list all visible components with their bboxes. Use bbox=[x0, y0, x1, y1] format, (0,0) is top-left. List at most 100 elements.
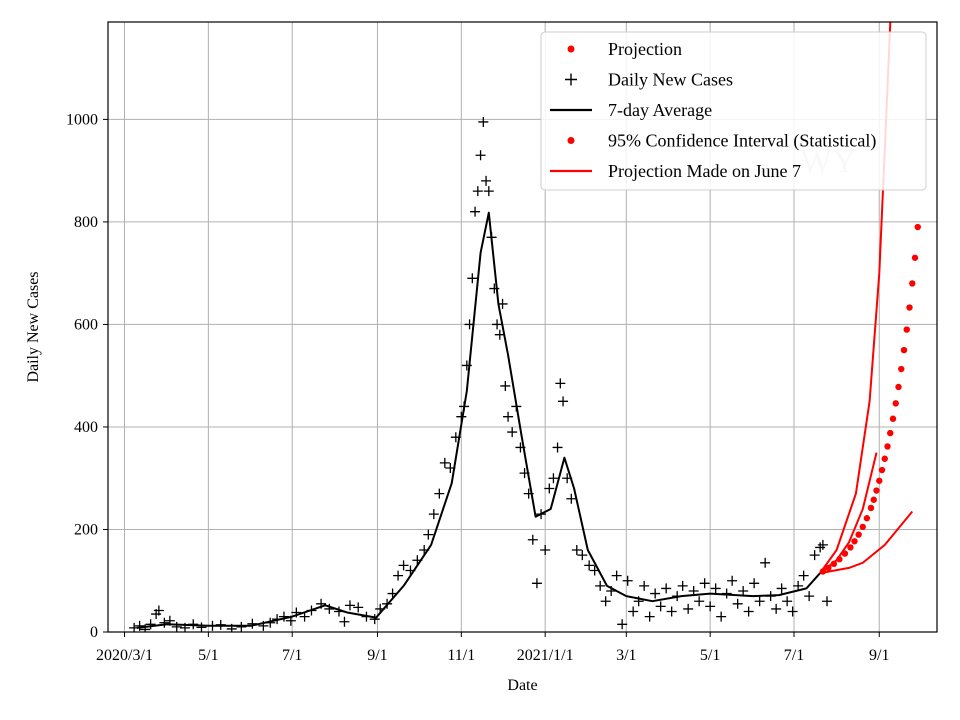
legend-dot-marker bbox=[567, 137, 575, 144]
daily-case-marker bbox=[699, 578, 710, 589]
daily-case-marker bbox=[822, 596, 833, 607]
daily-case-marker bbox=[439, 457, 450, 468]
daily-case-marker bbox=[650, 588, 661, 599]
daily-case-marker bbox=[503, 411, 514, 422]
daily-case-marker bbox=[754, 596, 765, 607]
daily-case-marker bbox=[577, 550, 588, 561]
daily-case-marker bbox=[655, 601, 666, 612]
daily-case-marker bbox=[743, 606, 754, 617]
daily-case-marker bbox=[760, 557, 771, 568]
daily-case-marker bbox=[804, 591, 815, 602]
daily-case-marker bbox=[617, 619, 628, 630]
projection-dot bbox=[903, 326, 910, 333]
daily-case-marker bbox=[809, 550, 820, 561]
daily-case-marker bbox=[527, 534, 538, 545]
projection-dot bbox=[855, 531, 862, 538]
daily-case-marker bbox=[196, 622, 207, 632]
daily-case-marker bbox=[159, 617, 170, 628]
projection-line bbox=[819, 510, 914, 575]
y-tick-label: 200 bbox=[74, 521, 98, 538]
axes: 2020/3/1 5/1 7/1 9/1 11/1 2021/1/1 3/1 5/1 7/1 9/… bbox=[25, 21, 938, 694]
daily-case-marker bbox=[134, 620, 145, 631]
daily-case-marker bbox=[500, 380, 511, 391]
projection-dot bbox=[851, 538, 858, 545]
daily-case-marker bbox=[710, 583, 721, 594]
daily-case-marker bbox=[716, 611, 727, 622]
daily-case-marker bbox=[782, 596, 793, 607]
daily-case-marker bbox=[494, 329, 505, 340]
daily-case-marker bbox=[369, 614, 380, 625]
x-tick-label: 7/1 bbox=[784, 647, 804, 664]
daily-case-marker bbox=[278, 611, 289, 622]
projection-dot bbox=[859, 523, 866, 531]
legend-dot-marker bbox=[567, 45, 575, 53]
daily-case-marker bbox=[552, 442, 563, 453]
daily-case-marker bbox=[661, 583, 672, 594]
y-tick-label: 400 bbox=[74, 419, 98, 436]
projection-dot bbox=[898, 365, 905, 373]
daily-case-marker bbox=[475, 150, 486, 161]
daily-case-marker bbox=[236, 621, 247, 632]
daily-case-marker bbox=[571, 544, 582, 555]
projection-dot bbox=[873, 487, 880, 494]
daily-case-marker bbox=[817, 539, 828, 550]
projection-dot bbox=[900, 346, 908, 354]
daily-case-marker bbox=[611, 570, 622, 581]
legend-plus-marker bbox=[565, 73, 577, 86]
projection-dot bbox=[909, 280, 916, 287]
daily-case-marker bbox=[548, 473, 559, 484]
daily-case-marker bbox=[555, 378, 566, 389]
daily-case-marker bbox=[749, 578, 760, 589]
daily-case-marker bbox=[339, 616, 350, 627]
legend-label: Projection Made on June 7 bbox=[608, 161, 801, 181]
daily-case-marker bbox=[428, 509, 439, 520]
daily-case-marker bbox=[353, 602, 364, 613]
daily-case-marker bbox=[507, 427, 518, 438]
daily-case-marker bbox=[531, 578, 542, 589]
daily-case-marker bbox=[558, 396, 569, 407]
projection-dot bbox=[892, 400, 899, 407]
y-axis-label: Daily New Cases bbox=[25, 271, 42, 382]
daily-case-marker bbox=[694, 596, 705, 607]
legend-label: 95% Confidence Interval (Statistical) bbox=[608, 131, 876, 152]
daily-case-marker bbox=[472, 186, 483, 197]
daily-case-marker bbox=[478, 116, 489, 127]
daily-case-marker bbox=[544, 483, 555, 494]
daily-case-marker bbox=[324, 603, 335, 614]
legend: Projection Daily New Cases 7-day Average 95… bbox=[540, 31, 927, 191]
daily-case-marker bbox=[815, 542, 826, 553]
x-tick-label: 7/1 bbox=[282, 647, 302, 664]
daily-case-marker bbox=[145, 619, 156, 630]
daily-case-marker bbox=[622, 575, 633, 586]
daily-case-marker bbox=[628, 606, 639, 617]
daily-case-marker bbox=[584, 560, 595, 571]
x-tick-label: 5/1 bbox=[700, 647, 720, 664]
daily-case-marker bbox=[423, 529, 434, 540]
x-tick-label: 9/1 bbox=[869, 647, 889, 664]
projection-dot bbox=[884, 443, 891, 450]
y-tick-label: 800 bbox=[74, 214, 98, 231]
projection-dot bbox=[887, 429, 894, 437]
daily-case-marker bbox=[639, 580, 650, 591]
y-tick-label: 0 bbox=[90, 624, 98, 641]
daily-case-marker bbox=[771, 603, 782, 614]
daily-case-marker bbox=[787, 606, 798, 617]
legend-box bbox=[540, 31, 927, 191]
projection-dot bbox=[867, 504, 875, 512]
daily-case-marker bbox=[481, 175, 492, 186]
seven-day-average-line bbox=[136, 211, 821, 629]
legend-label: 7-day Average bbox=[608, 100, 712, 120]
x-tick-label: 2020/3/1 bbox=[96, 647, 153, 664]
projection-dot bbox=[881, 455, 888, 462]
x-tick-label: 2021/1/1 bbox=[517, 647, 574, 664]
daily-case-marker bbox=[566, 493, 577, 504]
legend-label: Daily New Cases bbox=[608, 70, 733, 90]
daily-case-marker bbox=[467, 273, 478, 284]
daily-case-marker bbox=[677, 580, 688, 591]
daily-case-marker bbox=[171, 621, 182, 632]
x-axis-label: Date bbox=[507, 677, 537, 694]
daily-case-marker bbox=[738, 585, 749, 596]
x-tick-label: 5/1 bbox=[198, 647, 218, 664]
daily-case-marker bbox=[153, 605, 164, 616]
